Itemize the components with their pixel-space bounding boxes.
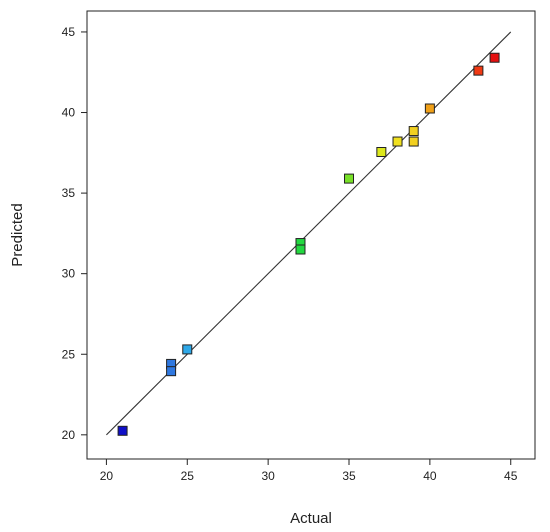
data-point xyxy=(182,344,193,355)
x-tick-label: 45 xyxy=(504,469,518,483)
y-tick-label: 40 xyxy=(62,106,76,120)
y-tick-label: 20 xyxy=(62,428,76,442)
y-tick-label: 30 xyxy=(62,267,76,281)
x-tick-label: 30 xyxy=(261,469,275,483)
points-layer xyxy=(117,52,500,436)
y-tick-label: 45 xyxy=(62,25,76,39)
data-point xyxy=(489,52,500,63)
data-point xyxy=(376,147,387,158)
plot-frame xyxy=(86,10,536,460)
data-point xyxy=(392,136,403,147)
data-point xyxy=(344,173,355,184)
data-point xyxy=(408,126,419,137)
y-tick-label: 25 xyxy=(62,347,76,361)
data-point xyxy=(424,103,435,114)
y-tick-label: 35 xyxy=(62,186,76,200)
data-point xyxy=(408,136,419,147)
x-tick-label: 20 xyxy=(100,469,114,483)
x-tick-label: 35 xyxy=(342,469,356,483)
data-point xyxy=(295,244,306,255)
x-tick-label: 40 xyxy=(423,469,437,483)
data-point xyxy=(473,65,484,76)
data-point xyxy=(117,425,128,436)
x-axis-ticks: 20 25 30 35 40 45 xyxy=(100,459,518,483)
x-axis-title: Actual xyxy=(290,510,332,527)
x-tick-label: 25 xyxy=(181,469,195,483)
data-point xyxy=(166,366,177,377)
y-axis-ticks: 20 25 30 35 40 45 xyxy=(62,25,87,442)
y-axis-title: Predicted xyxy=(9,203,26,266)
